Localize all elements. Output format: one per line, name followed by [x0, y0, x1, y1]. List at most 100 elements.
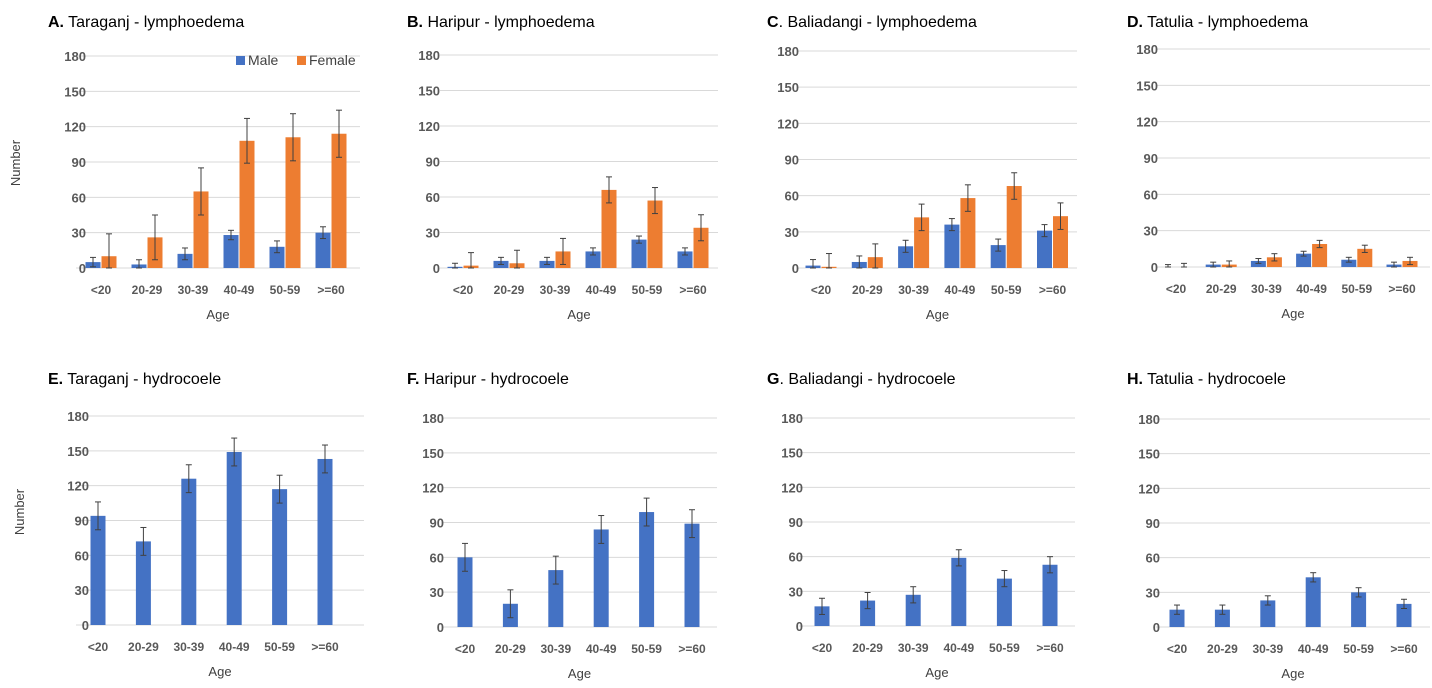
x-tick-label: >=60	[311, 640, 339, 654]
bar-male	[548, 570, 564, 627]
bar-female	[285, 137, 301, 268]
y-tick-label: 90	[1144, 151, 1158, 166]
chart-panel-e: E. Taraganj - hydrocoele 0 30 60 90 120 150 180…	[12, 371, 364, 679]
bar-female	[647, 200, 663, 268]
chart-panel-f: F. Haripur - hydrocoele 0 30 60 90 120 150 180 <…	[407, 371, 717, 681]
x-tick-label: 20-29	[852, 283, 883, 297]
bar-female	[1312, 243, 1328, 267]
x-tick-label: 30-39	[540, 642, 571, 656]
legend: Male Female	[236, 52, 356, 68]
y-tick-label: 120	[418, 119, 440, 134]
y-tick-label: 150	[1138, 447, 1160, 462]
x-tick-label: 50-59	[989, 641, 1020, 655]
x-tick-label: 50-59	[270, 283, 301, 297]
chart-panel-h: H. Tatulia - hydrocoele 0 30 60 90 120 150 180 <…	[1127, 371, 1430, 681]
y-tick-label: 180	[1136, 42, 1158, 57]
bar-female	[1357, 248, 1373, 267]
bar-male	[1296, 253, 1312, 267]
y-tick-label: 60	[1144, 187, 1158, 202]
x-tick-label: 40-49	[945, 283, 976, 297]
x-tick-label: 20-29	[852, 641, 883, 655]
x-tick-label: 30-39	[898, 641, 929, 655]
bar-male	[135, 541, 151, 625]
x-tick-label: 20-29	[132, 283, 163, 297]
x-tick-label: 40-49	[586, 283, 617, 297]
y-tick-label: 120	[1136, 115, 1158, 130]
y-tick-label: 180	[1138, 412, 1160, 427]
bar-female	[960, 198, 976, 268]
x-tick-label: 20-29	[1206, 282, 1237, 296]
y-tick-label: 150	[422, 446, 444, 461]
bar-male	[684, 523, 700, 627]
x-tick-label: 30-39	[540, 283, 571, 297]
y-tick-label: 180	[418, 48, 440, 63]
x-tick-label: 40-49	[219, 640, 250, 654]
y-tick-label: 30	[430, 585, 444, 600]
y-tick-label: 150	[67, 444, 89, 459]
panel-letter: E.	[48, 371, 63, 388]
x-tick-label: 30-39	[173, 640, 204, 654]
bar-male	[944, 224, 960, 268]
x-tick-label: >=60	[317, 283, 345, 297]
panel-title-text: . Baliadangi - hydrocoele	[779, 371, 955, 388]
bar-male	[951, 557, 967, 626]
y-tick-label: 30	[789, 584, 803, 599]
y-tick-label: 120	[781, 480, 803, 495]
y-tick-label: 90	[785, 153, 799, 168]
y-tick-label: 120	[67, 479, 89, 494]
panel-title: C. Baliadangi - lymphoedema	[767, 14, 977, 31]
x-tick-label: >=60	[1036, 641, 1064, 655]
panel-letter: C	[767, 14, 779, 31]
x-tick-label: 30-39	[178, 283, 209, 297]
bar-female	[1006, 186, 1022, 268]
bar-female	[1266, 257, 1282, 267]
y-tick-label: 30	[75, 583, 89, 598]
x-tick-label: 30-39	[1251, 282, 1282, 296]
x-tick-label: <20	[811, 283, 832, 297]
y-tick-label: 60	[785, 189, 799, 204]
panel-letter: F.	[407, 371, 419, 388]
x-tick-label: 20-29	[128, 640, 159, 654]
y-tick-label: 180	[64, 49, 86, 64]
bar-male	[317, 458, 333, 625]
y-tick-label: 0	[792, 261, 799, 276]
chart-panel-c: C. Baliadangi - lymphoedema 0 30 60 90 120 150…	[767, 14, 1077, 322]
bar-male	[814, 606, 830, 626]
x-tick-label: >=60	[1390, 642, 1418, 656]
bar-male	[226, 451, 242, 625]
bar-male	[223, 235, 239, 268]
bar-male	[1396, 603, 1412, 627]
x-axis-label: Age	[1281, 306, 1304, 321]
y-tick-label: 30	[1144, 224, 1158, 239]
panel-title: B. Haripur - lymphoedema	[407, 14, 595, 31]
panel-title: A. Taraganj - lymphoedema	[48, 14, 244, 31]
y-tick-label: 90	[789, 515, 803, 530]
y-tick-label: 30	[72, 226, 86, 241]
x-tick-label: <20	[91, 283, 112, 297]
x-tick-label: >=60	[1039, 283, 1067, 297]
x-tick-label: 50-59	[264, 640, 295, 654]
x-tick-label: 40-49	[224, 283, 255, 297]
x-tick-label: <20	[453, 283, 474, 297]
panel-letter: H.	[1127, 371, 1143, 388]
x-tick-label: 40-49	[586, 642, 617, 656]
panel-letter: D.	[1127, 14, 1143, 31]
x-tick-label: >=60	[678, 642, 706, 656]
x-tick-label: 50-59	[1341, 282, 1372, 296]
y-axis-label: Number	[12, 488, 27, 535]
y-tick-label: 120	[64, 120, 86, 135]
x-tick-label: 20-29	[494, 283, 525, 297]
bar-male	[1169, 609, 1185, 627]
x-axis-label: Age	[206, 307, 229, 322]
y-tick-label: 0	[82, 618, 89, 633]
bar-male	[860, 600, 876, 626]
bar-male	[1260, 600, 1276, 627]
y-tick-label: 150	[64, 84, 86, 99]
y-axis-label: Number	[8, 139, 23, 186]
panel-title-text: Taraganj - lymphoedema	[64, 14, 244, 31]
bar-male	[457, 557, 473, 627]
bar-male	[90, 515, 106, 625]
x-axis-label: Age	[925, 665, 948, 680]
bar-male	[1351, 592, 1367, 627]
